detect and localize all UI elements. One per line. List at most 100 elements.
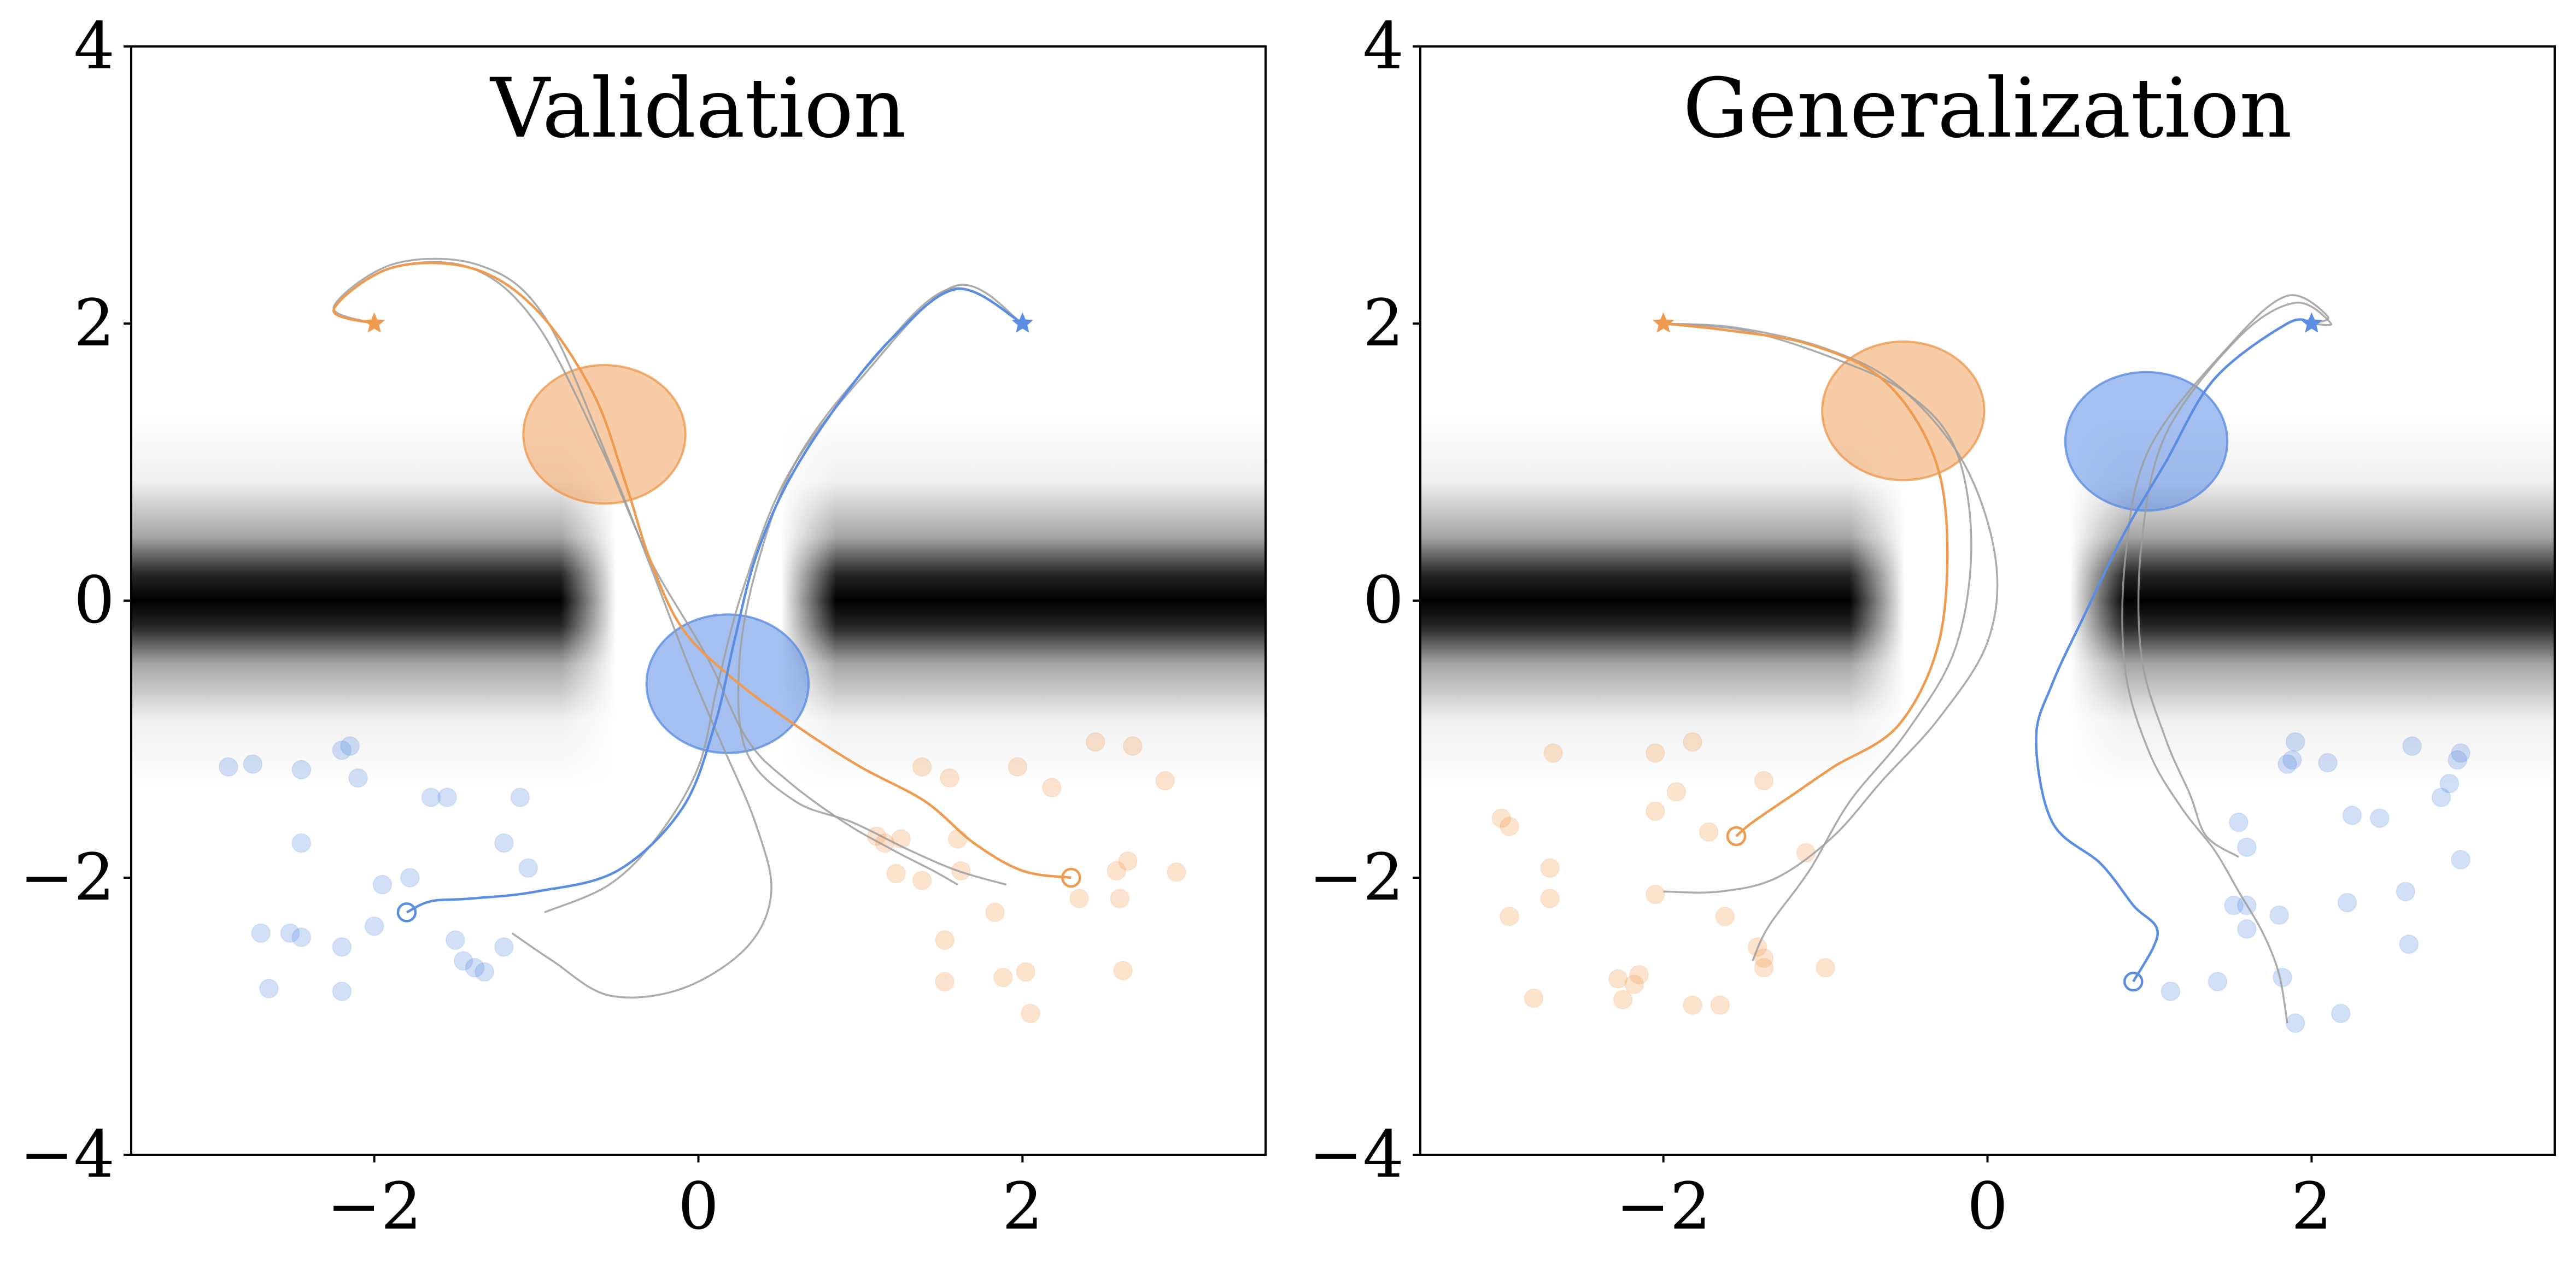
orange-point [1085, 732, 1105, 752]
y-tick-label: 0 [74, 562, 115, 638]
orange-goal-star [364, 312, 385, 333]
blue-point [2237, 919, 2257, 939]
orange-point [1683, 732, 1702, 752]
blue-point [2451, 743, 2471, 763]
orange-point [1524, 988, 1544, 1008]
orange-goal-star [1653, 312, 1675, 333]
blue-point [2431, 787, 2451, 807]
orange-trajectory [1663, 322, 1949, 837]
blue-point [2318, 753, 2338, 773]
orange-point [1500, 906, 1520, 926]
orange-end-marker [1726, 826, 1747, 847]
orange-point [1122, 736, 1143, 756]
blue-point [2161, 981, 2181, 1001]
blue-point [494, 937, 514, 957]
orange-point [1645, 801, 1665, 821]
orange-point [935, 930, 955, 950]
generalization-panel: −2 0 2 −4 −2 0 2 4 Generalization [1309, 8, 2556, 1244]
gray-trajectory [2137, 302, 2332, 858]
obstacle-field [131, 413, 1266, 788]
blue-point [2237, 837, 2257, 857]
orange-point [1754, 771, 1774, 791]
blue-point [218, 757, 238, 777]
blue-end-marker [396, 902, 417, 923]
blue-point [475, 962, 495, 982]
blue-point [453, 951, 473, 971]
trajectories [332, 257, 1072, 998]
orange-point [993, 967, 1013, 988]
orange-point [1543, 743, 1564, 763]
blue-goal-star [1011, 312, 1033, 333]
orange-point [1166, 862, 1186, 882]
blue-point [2342, 805, 2362, 825]
orange-point [1540, 858, 1560, 878]
blue-point [251, 923, 271, 943]
blue-point [2269, 905, 2290, 925]
blue-point [2439, 773, 2460, 794]
blue-point [340, 736, 360, 756]
orange-point [1683, 995, 1702, 1015]
orange-point [1113, 960, 1133, 980]
blue-point [2396, 882, 2416, 902]
blue-point [2285, 1013, 2305, 1033]
blue-point [364, 916, 384, 936]
scatter-points [218, 732, 1186, 1024]
x-tick-label: −2 [1616, 1168, 1711, 1244]
gray-trajectory [332, 257, 772, 998]
blue-point [332, 740, 352, 760]
blue-point [2277, 754, 2297, 774]
scatter-points [1491, 732, 2471, 1033]
x-tick-label: 2 [2291, 1168, 2332, 1244]
x-tick-label: 0 [1967, 1168, 2008, 1244]
trajectories [1663, 294, 2332, 1024]
blue-trajectory [2035, 318, 2312, 983]
blue-point [400, 868, 420, 888]
y-tick-label: 2 [1363, 285, 1404, 361]
blue-end-marker [2123, 971, 2144, 992]
orange-point [1645, 743, 1665, 763]
orange-point [1699, 822, 1719, 842]
orange-point [947, 829, 968, 849]
y-tick-label: 4 [1363, 8, 1404, 84]
blue-point [332, 981, 352, 1001]
blue-point [445, 930, 465, 950]
orange-point [935, 972, 955, 992]
orange-point [1710, 995, 1730, 1015]
blue-point [2399, 934, 2419, 954]
blue-point [518, 858, 538, 878]
blue-point [421, 787, 441, 807]
blue-point [291, 760, 312, 780]
gray-trajectory [2121, 294, 2329, 1024]
blue-point [291, 927, 312, 948]
y-tick-label: −2 [20, 839, 115, 915]
blue-point [291, 833, 312, 853]
orange-point [1041, 778, 1062, 798]
orange-point [1008, 757, 1028, 777]
orange-point [1106, 861, 1127, 881]
orange-point [951, 861, 971, 881]
orange-point [1645, 884, 1665, 904]
y-tick-label: −4 [20, 1117, 115, 1192]
orange-point [1540, 889, 1560, 909]
blue-point [2282, 750, 2302, 770]
blue-point [372, 874, 393, 895]
blue-point [2337, 892, 2357, 913]
blue-point [437, 787, 458, 807]
orange-point [939, 768, 959, 788]
plot-area [131, 46, 1266, 1155]
orange-point [1715, 906, 1735, 926]
orange-point [912, 757, 932, 777]
orange-point [1754, 957, 1774, 978]
blue-point [280, 923, 300, 943]
blue-point [2402, 736, 2422, 756]
blue-point [2285, 732, 2305, 752]
orange-point [1069, 889, 1090, 909]
orange-point [1016, 962, 1036, 982]
chart-title: Generalization [1683, 61, 2292, 156]
orange-end-marker [1061, 867, 1081, 888]
x-tick-label: 0 [678, 1168, 719, 1244]
blue-point [332, 937, 352, 957]
validation-panel: −2 0 2 −4 −2 0 2 4 Validation [20, 8, 1267, 1244]
y-tick-label: 0 [1363, 562, 1404, 638]
